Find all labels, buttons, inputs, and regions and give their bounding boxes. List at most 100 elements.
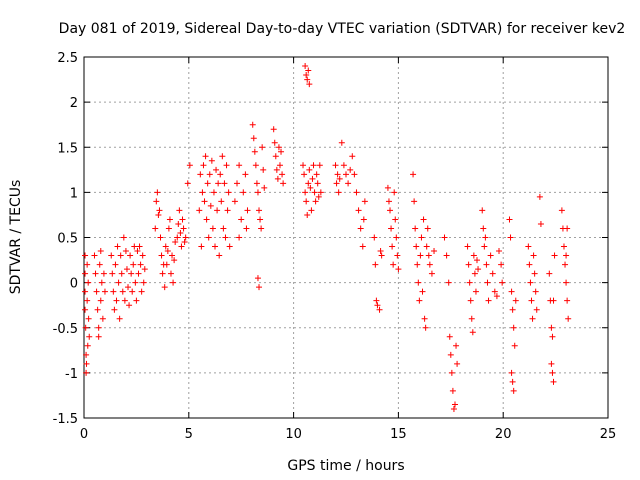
data-point [200,162,207,169]
data-point [304,211,311,218]
data-point [470,252,477,259]
data-point [244,207,251,214]
data-point [431,248,438,255]
data-point [272,153,279,160]
data-point [132,279,139,286]
data-point [415,279,422,286]
data-point [203,216,210,223]
data-point [181,239,188,246]
data-point [333,180,340,187]
data-point [308,207,315,214]
data-point [231,198,238,205]
data-point [162,243,169,250]
data-point [303,72,310,79]
data-point [528,297,535,304]
data-point [179,216,186,223]
data-point [493,293,500,300]
data-point [138,288,145,295]
data-point [92,270,99,277]
data-point [115,279,122,286]
data-point [563,279,570,286]
data-point [234,180,241,187]
data-point [388,225,395,232]
y-tick-label: 1 [70,186,78,201]
data-point [122,248,129,255]
data-point [305,180,312,187]
data-point [95,333,102,340]
data-point [510,387,517,394]
data-point [91,252,98,259]
data-point [219,153,226,160]
data-point [551,252,558,259]
data-point [258,225,265,232]
data-point [412,225,419,232]
data-point [275,144,282,151]
data-point [83,360,90,367]
data-point [130,261,137,268]
data-point [548,360,555,367]
data-point [276,162,283,169]
data-point [481,243,488,250]
data-point [157,234,164,241]
y-tick-label: 0.5 [57,232,78,247]
data-point [334,171,341,178]
data-point [421,315,428,322]
data-point [479,207,486,214]
data-point [186,162,193,169]
data-point [485,297,492,304]
data-point [562,261,569,268]
data-point [565,315,572,322]
data-point [361,198,368,205]
data-point [558,207,565,214]
data-point [311,189,318,196]
data-point [336,175,343,182]
data-point [109,270,116,277]
data-point [83,369,90,376]
data-point [509,378,516,385]
data-point [259,144,266,151]
data-point [316,162,323,169]
data-point [164,248,171,255]
data-point [384,184,391,191]
data-point [393,234,400,241]
data-point [526,261,533,268]
data-point [499,279,506,286]
data-point [496,248,503,255]
data-point [271,139,278,146]
data-point [424,225,431,232]
data-point [236,162,243,169]
data-point [482,234,489,241]
data-point [204,180,211,187]
data-point [201,198,208,205]
data-point [182,234,189,241]
data-point [218,198,225,205]
data-point [564,297,571,304]
data-point [335,189,342,196]
data-point [332,162,339,169]
data-point [343,171,349,178]
data-point [82,270,89,277]
data-point [117,252,124,259]
data-point [410,171,417,178]
data-point [112,261,119,268]
data-point [351,171,358,178]
data-point [279,171,286,178]
data-point [110,288,117,295]
data-point [548,324,555,331]
data-point [359,243,366,250]
y-axis-title: SDTVAR / TECUs [8,180,24,295]
data-point [508,288,515,295]
data-point [533,306,540,313]
data-point [131,243,138,250]
data-point [389,243,396,250]
data-point [94,306,101,313]
data-point [121,297,128,304]
data-point [223,162,230,169]
data-point [443,252,450,259]
data-point [413,243,420,250]
data-point [306,166,313,173]
data-point [114,243,121,250]
data-point [426,261,433,268]
data-point [118,270,125,277]
data-point [221,180,228,187]
